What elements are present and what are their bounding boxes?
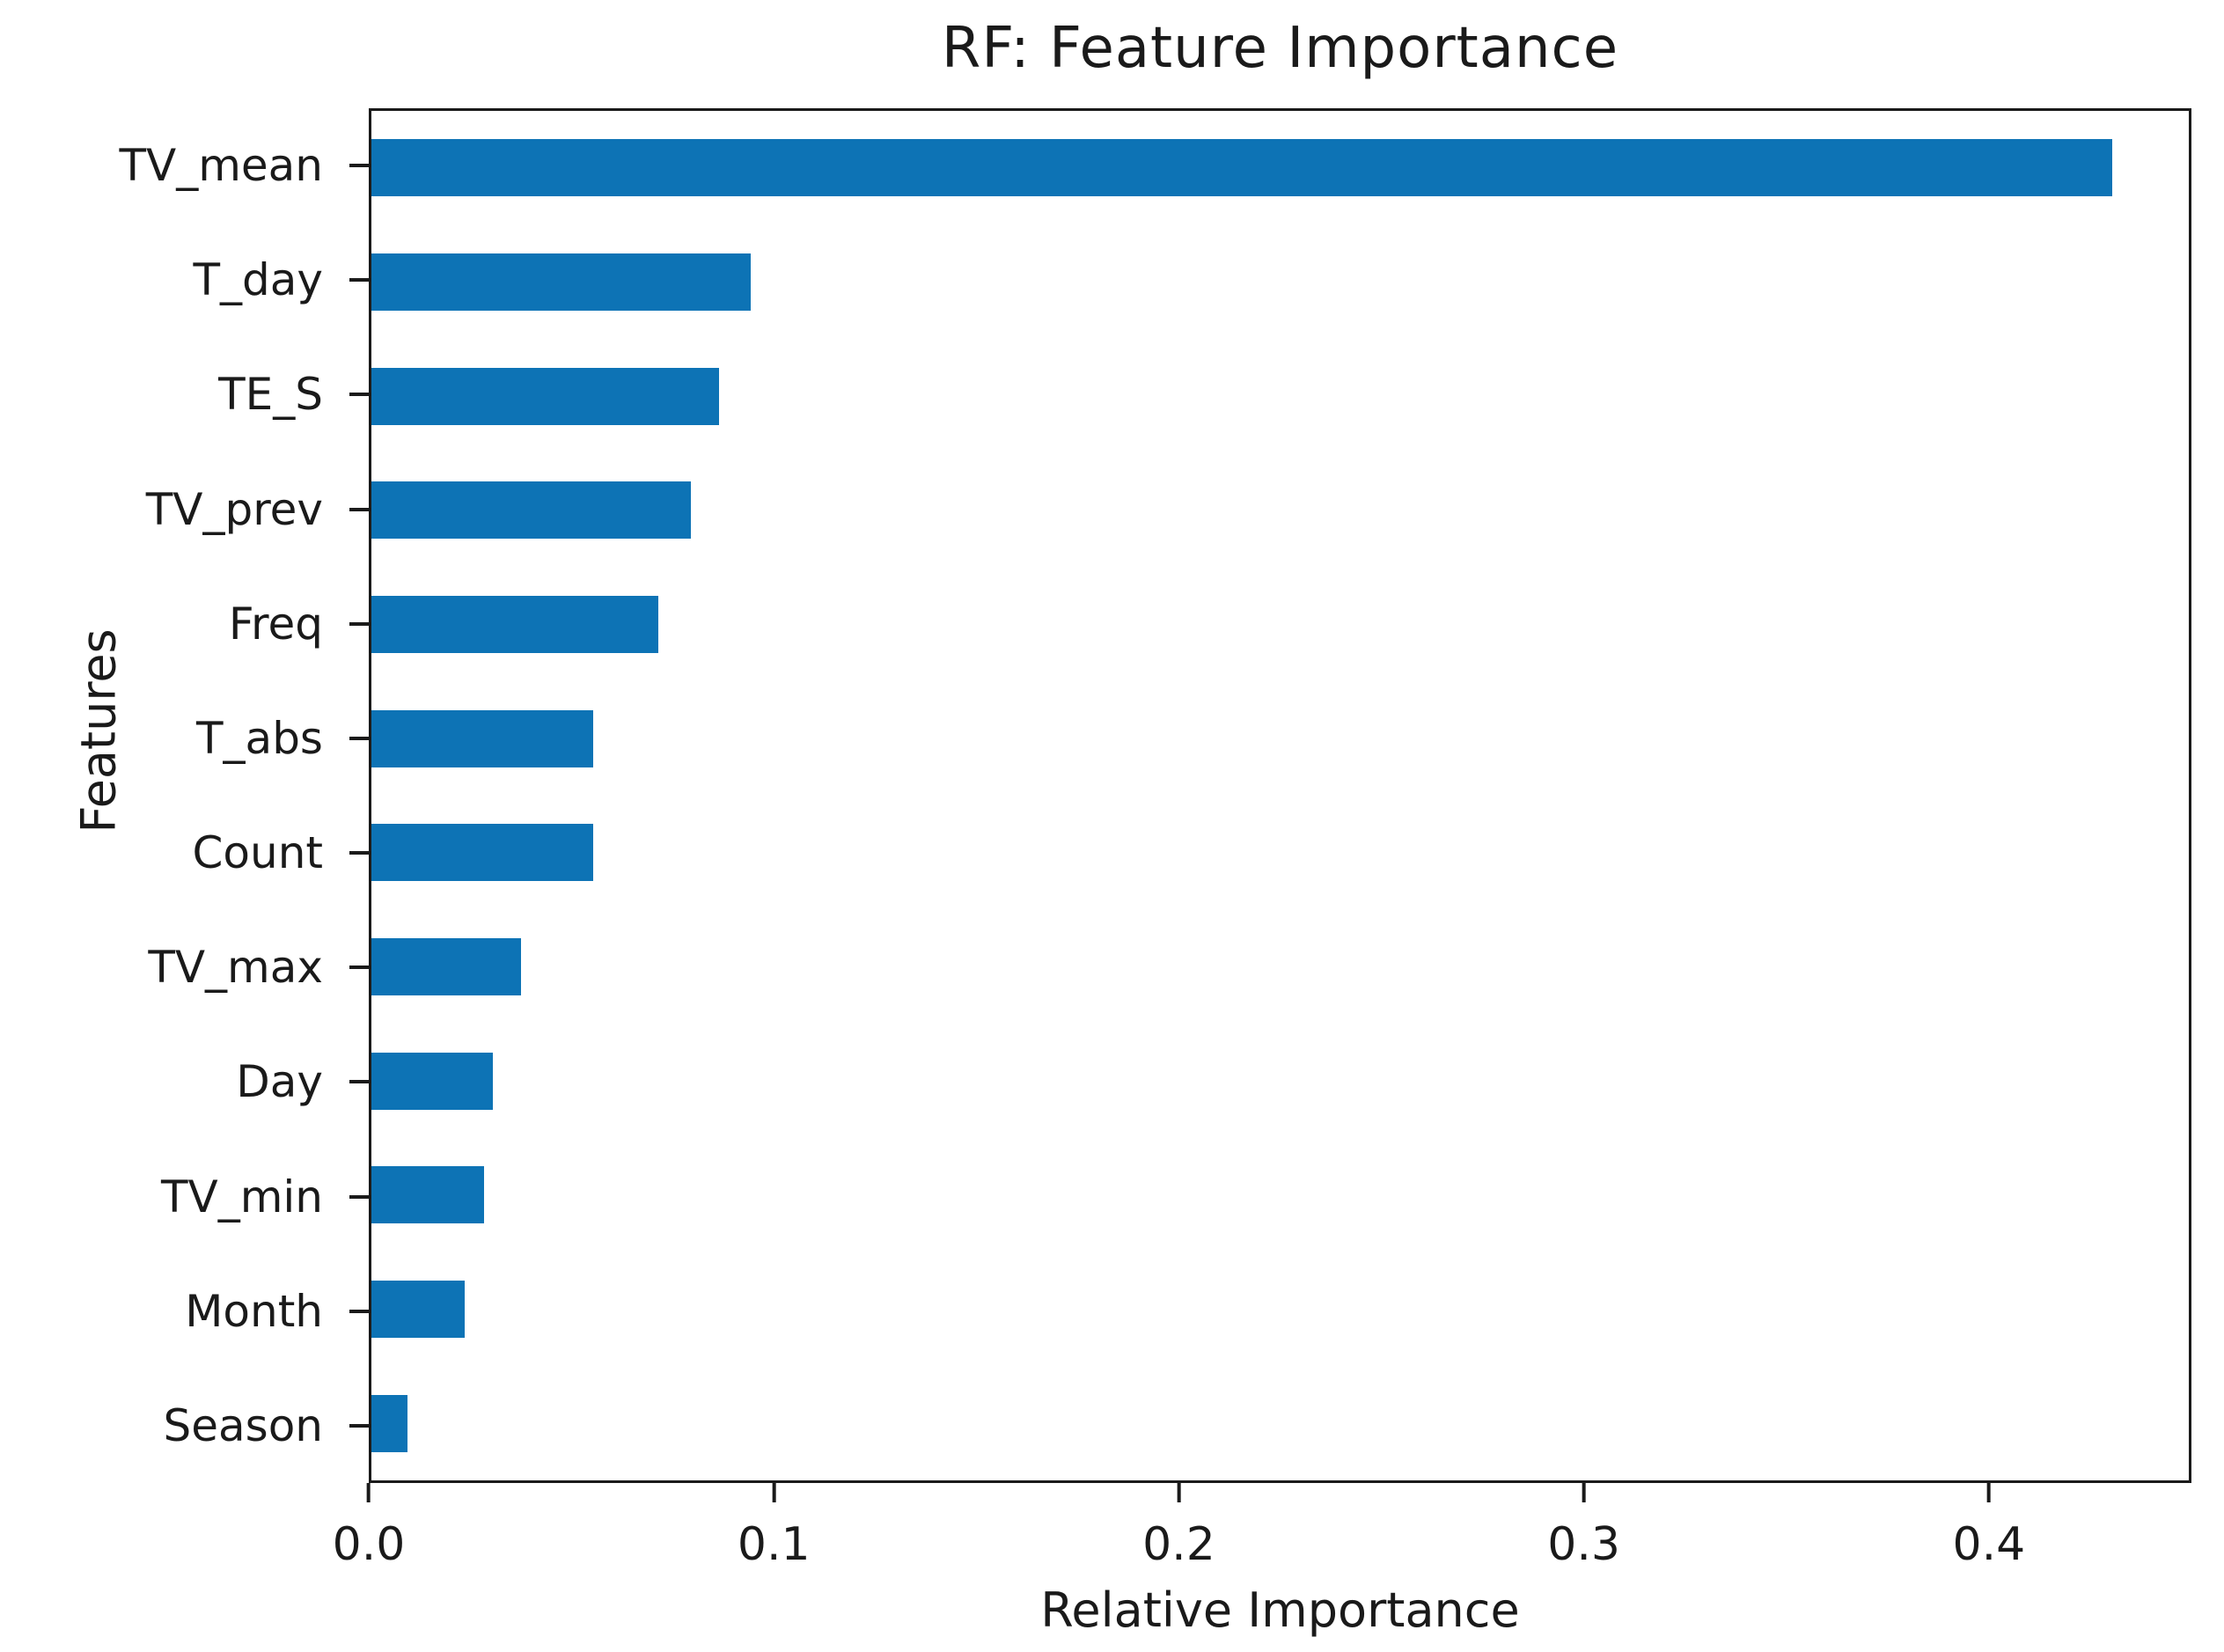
ytick-row: Month <box>0 1254 369 1369</box>
ytick-row: TV_prev <box>0 452 369 567</box>
ytick-row: TV_mean <box>0 108 369 223</box>
y-tick-mark <box>349 1194 369 1199</box>
y-tick-mark <box>349 966 369 970</box>
bar-TV_min <box>371 1166 485 1224</box>
y-tick-label: Count <box>192 827 324 879</box>
xtick-group: 0.4 <box>1952 1483 2026 1571</box>
bar-row <box>371 1138 2189 1252</box>
y-tick-mark <box>349 736 369 740</box>
bar-TV_prev <box>371 481 691 540</box>
x-tick-label: 0.4 <box>1952 1518 2026 1571</box>
ytick-row: TV_min <box>0 1140 369 1254</box>
y-axis-tick-labels: TV_mean T_day TE_S TV_prev Freq T_abs Count TV_… <box>0 108 369 1483</box>
bar-Freq <box>371 596 658 654</box>
bar-row <box>371 339 2189 453</box>
y-tick-mark <box>349 507 369 511</box>
x-tick-label: 0.1 <box>737 1518 811 1571</box>
y-tick-label: TV_max <box>148 942 323 994</box>
ytick-row: T_day <box>0 223 369 337</box>
x-tick-mark <box>1986 1483 1991 1502</box>
x-tick-label: 0.2 <box>1142 1518 1215 1571</box>
bar-row <box>371 681 2189 796</box>
y-tick-mark <box>349 1309 369 1313</box>
ytick-row: TV_max <box>0 910 369 1024</box>
bar-TV_mean <box>371 139 2112 197</box>
ytick-row: Day <box>0 1024 369 1139</box>
ytick-row: Count <box>0 796 369 910</box>
xtick-group: 0.1 <box>738 1483 811 1571</box>
x-tick-mark <box>1582 1483 1586 1502</box>
bar-TV_max <box>371 938 521 996</box>
bar-T_abs <box>371 709 594 767</box>
y-tick-label: T_day <box>193 254 323 306</box>
y-tick-mark <box>349 621 369 626</box>
x-tick-label: 0.0 <box>332 1518 406 1571</box>
bar-row <box>371 910 2189 1024</box>
y-tick-mark <box>349 393 369 397</box>
bar-Day <box>371 1052 493 1110</box>
bar-row <box>371 796 2189 910</box>
y-tick-mark <box>349 851 369 855</box>
y-tick-label: Freq <box>228 598 323 650</box>
plot-area <box>369 108 2191 1483</box>
bar-row <box>371 1366 2189 1480</box>
bar-Count <box>371 824 594 882</box>
bar-Month <box>371 1281 465 1339</box>
x-tick-mark <box>1177 1483 1181 1502</box>
y-tick-mark <box>349 1423 369 1428</box>
ytick-row: Season <box>0 1369 369 1483</box>
ytick-row: T_abs <box>0 681 369 796</box>
x-axis-ticks: 0.0 0.1 0.2 0.3 0.4 <box>333 1483 2191 1597</box>
y-tick-label: Season <box>163 1399 323 1451</box>
y-tick-label: TV_min <box>160 1171 323 1222</box>
bar-row <box>371 1252 2189 1367</box>
xtick-group: 0.2 <box>1142 1483 1215 1571</box>
chart-title: RF: Feature Importance <box>941 16 1619 81</box>
x-tick-label: 0.3 <box>1547 1518 1621 1571</box>
y-tick-label: Month <box>185 1285 323 1337</box>
ytick-row: TE_S <box>0 337 369 452</box>
bar-row <box>371 225 2189 340</box>
y-tick-label: TV_mean <box>119 140 323 192</box>
x-tick-mark <box>772 1483 776 1502</box>
y-tick-label: Day <box>236 1056 323 1108</box>
bar-TE_S <box>371 367 719 425</box>
y-tick-mark <box>349 164 369 168</box>
y-tick-label: T_abs <box>196 712 323 764</box>
x-axis-label: Relative Importance <box>1040 1582 1520 1638</box>
xtick-group: 0.0 <box>332 1483 406 1571</box>
y-tick-label: TV_prev <box>145 483 323 535</box>
ytick-row: Freq <box>0 567 369 681</box>
x-tick-mark <box>366 1483 371 1502</box>
bar-row <box>371 568 2189 682</box>
bar-row <box>371 453 2189 568</box>
bar-row <box>371 1024 2189 1138</box>
y-tick-label: TE_S <box>218 369 323 421</box>
bar-row <box>371 111 2189 225</box>
y-tick-mark <box>349 278 369 283</box>
xtick-group: 0.3 <box>1547 1483 1620 1571</box>
bar-Season <box>371 1394 408 1452</box>
bar-T_day <box>371 253 752 311</box>
y-tick-mark <box>349 1080 369 1084</box>
